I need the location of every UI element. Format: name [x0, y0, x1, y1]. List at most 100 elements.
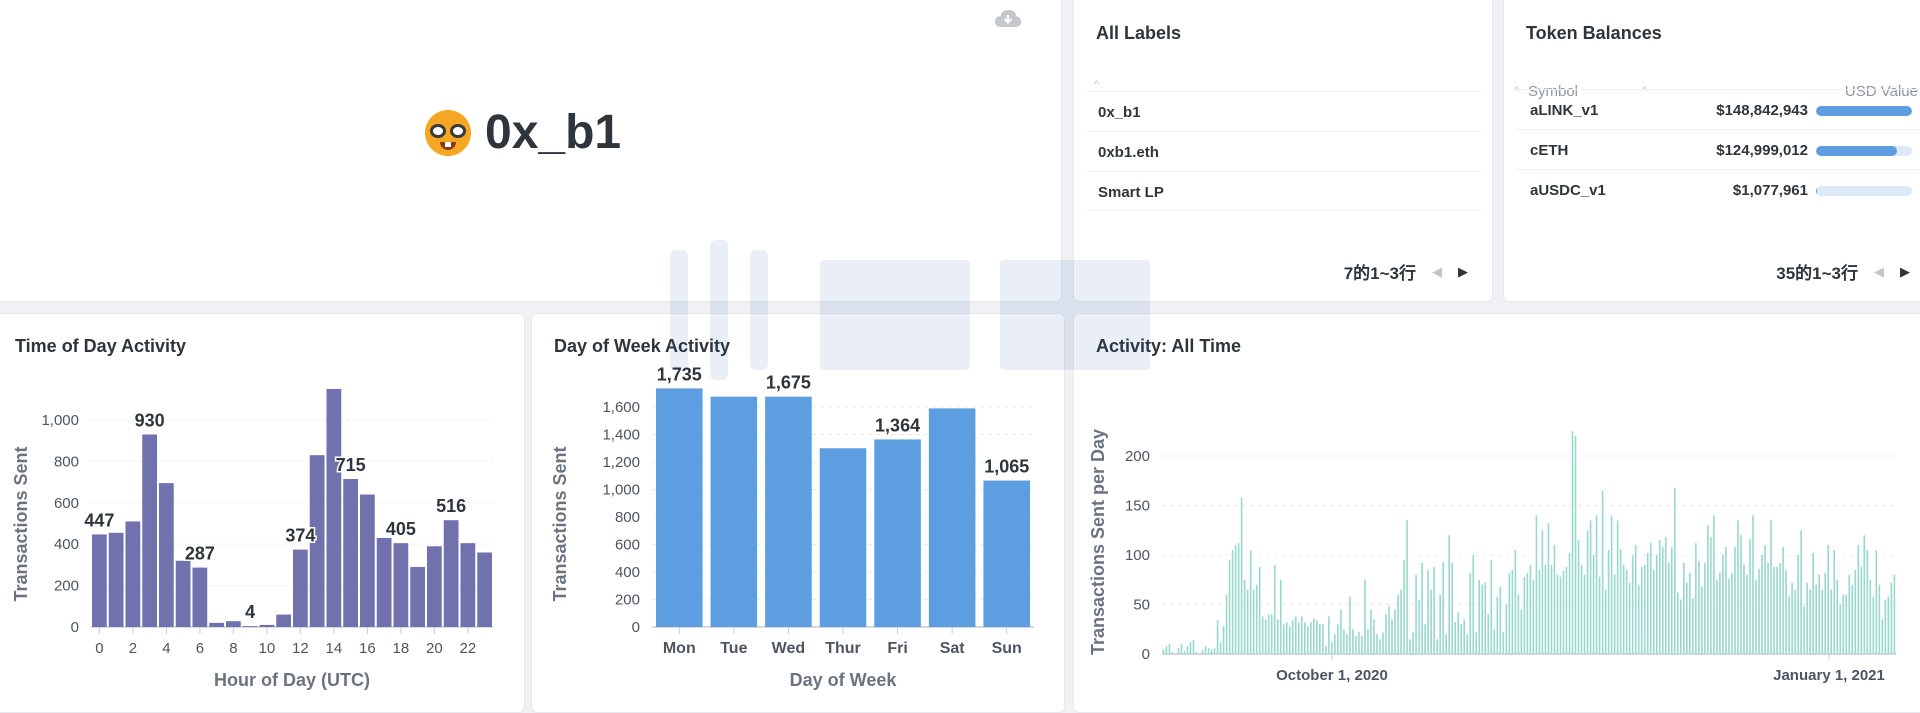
bar[interactable] — [1325, 646, 1327, 654]
bar[interactable] — [360, 494, 375, 627]
bar[interactable] — [1481, 584, 1484, 654]
bar[interactable] — [175, 560, 191, 627]
bar[interactable] — [1340, 609, 1342, 654]
bar[interactable] — [1788, 596, 1790, 654]
bar[interactable] — [1448, 535, 1450, 654]
bar[interactable] — [1800, 530, 1802, 654]
bar[interactable] — [1343, 629, 1345, 654]
bar[interactable] — [1469, 572, 1472, 654]
bar[interactable] — [1824, 572, 1827, 654]
bar[interactable] — [1782, 547, 1784, 654]
bar[interactable] — [1349, 596, 1351, 654]
bar[interactable] — [1475, 632, 1478, 654]
bar[interactable] — [1565, 566, 1568, 654]
bar[interactable] — [1183, 651, 1186, 654]
bar[interactable] — [393, 543, 409, 627]
bar[interactable] — [1749, 539, 1751, 654]
bar[interactable] — [1547, 523, 1550, 654]
bar[interactable] — [1746, 574, 1748, 654]
bar[interactable] — [1267, 614, 1270, 654]
bar[interactable] — [1370, 609, 1372, 654]
bar[interactable] — [226, 621, 241, 627]
bar[interactable] — [1379, 639, 1381, 654]
bar[interactable] — [656, 388, 703, 627]
bar[interactable] — [1767, 562, 1769, 654]
bar[interactable] — [1707, 525, 1709, 654]
bar[interactable] — [1821, 589, 1824, 654]
bar[interactable] — [1222, 626, 1225, 654]
bar[interactable] — [1249, 550, 1252, 654]
bar[interactable] — [1165, 646, 1168, 654]
bar[interactable] — [1872, 596, 1875, 654]
bar[interactable] — [1538, 569, 1541, 654]
bar[interactable] — [276, 614, 291, 627]
bar[interactable] — [1430, 589, 1432, 654]
bar[interactable] — [1439, 594, 1441, 654]
bar[interactable] — [1361, 636, 1363, 654]
bar[interactable] — [1854, 569, 1857, 654]
bar[interactable] — [1451, 562, 1453, 654]
bar[interactable] — [1728, 578, 1730, 654]
bar[interactable] — [1722, 555, 1724, 654]
bar[interactable] — [1875, 550, 1878, 654]
bar[interactable] — [1391, 619, 1393, 654]
bar[interactable] — [1514, 550, 1517, 654]
bar[interactable] — [1322, 624, 1324, 654]
bar[interactable] — [1508, 572, 1511, 654]
bar[interactable] — [1177, 648, 1180, 654]
bar[interactable] — [1400, 589, 1402, 654]
bar[interactable] — [1252, 589, 1255, 654]
bar[interactable] — [1346, 634, 1348, 654]
bar[interactable] — [1355, 636, 1357, 654]
bar[interactable] — [1698, 560, 1700, 654]
bar[interactable] — [1484, 582, 1487, 654]
bar[interactable] — [1842, 594, 1845, 654]
bar[interactable] — [1890, 582, 1893, 654]
bar[interactable] — [1517, 594, 1520, 654]
bar[interactable] — [1664, 537, 1667, 654]
bar[interactable] — [1499, 586, 1502, 654]
bar[interactable] — [1637, 584, 1640, 654]
bar[interactable] — [1394, 609, 1396, 654]
bar[interactable] — [1171, 652, 1174, 654]
bar[interactable] — [1592, 555, 1595, 654]
next-page-icon[interactable]: ▶ — [1458, 263, 1468, 279]
bar[interactable] — [1818, 574, 1820, 654]
bar[interactable] — [819, 448, 867, 627]
bar[interactable] — [1466, 634, 1469, 654]
bar[interactable] — [1310, 622, 1312, 654]
bar[interactable] — [1234, 545, 1237, 654]
bar[interactable] — [259, 624, 275, 627]
bar[interactable] — [1505, 604, 1508, 655]
bar[interactable] — [1412, 632, 1414, 654]
bar[interactable] — [1779, 562, 1781, 654]
bar[interactable] — [1866, 550, 1869, 654]
bar[interactable] — [1276, 619, 1279, 654]
bar[interactable] — [1424, 624, 1426, 654]
bar[interactable] — [1240, 497, 1243, 654]
bar[interactable] — [1643, 564, 1646, 654]
bar[interactable] — [1210, 649, 1213, 654]
bar[interactable] — [1776, 566, 1778, 654]
bar[interactable] — [1716, 579, 1718, 654]
bar[interactable] — [1490, 559, 1493, 654]
bar[interactable] — [1418, 599, 1420, 654]
bar[interactable] — [443, 520, 459, 627]
bar[interactable] — [1686, 582, 1688, 654]
bar[interactable] — [1773, 566, 1775, 654]
bar[interactable] — [1331, 642, 1333, 654]
bar[interactable] — [1535, 515, 1538, 654]
bar[interactable] — [928, 408, 976, 627]
bar[interactable] — [410, 566, 425, 627]
bar[interactable] — [1655, 555, 1658, 654]
bar[interactable] — [1761, 555, 1763, 654]
bar[interactable] — [1300, 616, 1303, 654]
bar[interactable] — [1589, 520, 1592, 654]
bar[interactable] — [1878, 584, 1881, 654]
bar[interactable] — [1207, 648, 1210, 654]
bar[interactable] — [1640, 566, 1643, 654]
bar[interactable] — [1288, 626, 1291, 654]
bar[interactable] — [1577, 540, 1580, 654]
bar[interactable] — [1833, 550, 1836, 654]
bar[interactable] — [1556, 574, 1559, 654]
